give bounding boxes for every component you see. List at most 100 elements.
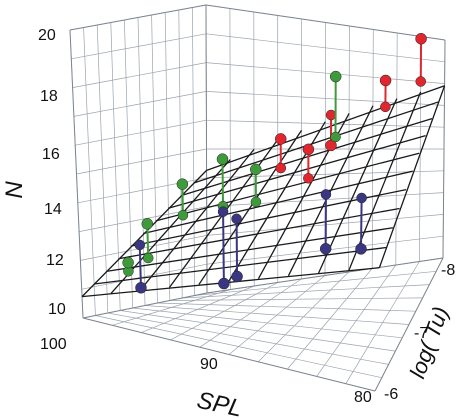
data-point (231, 270, 243, 283)
data-point (216, 153, 229, 165)
z-axis-label: N (1, 181, 28, 199)
plane-gridline (168, 135, 426, 209)
data-point (122, 256, 134, 269)
left-wall-gridline (72, 62, 207, 88)
plane-gridline (378, 85, 446, 268)
y-tick-label: -7 (414, 325, 428, 342)
x-tick-label: 80 (354, 389, 372, 406)
y-axis-label: log( Tu) (405, 303, 454, 381)
residual-stem (138, 244, 142, 288)
residual-stem (222, 211, 225, 284)
frame-edge (442, 39, 446, 259)
data-point (250, 163, 262, 176)
fit-point (303, 173, 314, 184)
data-point (274, 133, 287, 145)
floor-gridline (169, 297, 423, 301)
chart-walls (69, 4, 446, 392)
x-tick-label: 100 (40, 336, 67, 353)
frame-edge (205, 4, 208, 294)
plane-gridline (118, 207, 400, 260)
fit-point (231, 213, 242, 225)
z-tick-label: 16 (42, 146, 60, 163)
fit-point (177, 209, 189, 221)
floor-gridline (316, 264, 397, 377)
back-wall-gridline (395, 32, 398, 266)
x-axis-label: SPL (195, 387, 245, 418)
z-tick-label: 12 (46, 252, 64, 269)
x-tick-label: 90 (200, 356, 218, 373)
left-wall-gridline (151, 14, 158, 304)
x-axis-ticks: 100 90 80 (40, 336, 372, 406)
z-tick-label: 18 (40, 88, 58, 105)
data-point (176, 178, 189, 190)
fit-point (320, 189, 332, 200)
fitted-plane (81, 85, 446, 298)
plane-gridline (81, 267, 380, 298)
left-wall-gridline (76, 148, 207, 175)
fit-point (415, 76, 427, 87)
fit-point (275, 162, 287, 174)
y-tick-label: -6 (384, 386, 398, 403)
left-wall-gridline (164, 12, 171, 301)
back-wall-gridline (206, 33, 445, 63)
back-wall-gridline (206, 62, 445, 84)
residual-stem (221, 159, 225, 207)
frame-edge (205, 4, 446, 41)
floor-gridline (182, 284, 430, 299)
plane-gridline (198, 130, 303, 285)
left-wall-gridline (71, 33, 207, 60)
left-wall-gridline (73, 91, 207, 117)
fit-point (330, 131, 341, 143)
data-point (379, 74, 392, 87)
plane-gridline (143, 170, 413, 235)
plane-gridline (94, 246, 387, 285)
back-wall-gridline (348, 25, 350, 273)
z-tick-label: 10 (48, 301, 66, 318)
floor-gridline (257, 271, 349, 363)
left-wall-gridline (178, 9, 183, 299)
frame-edge (69, 29, 84, 319)
frame-edge (206, 257, 444, 294)
plane-gridline (193, 101, 439, 184)
residual-stem (359, 197, 363, 249)
back-wall-gridline (371, 29, 374, 269)
residual-stem (235, 218, 239, 277)
floor-gridline (194, 270, 437, 296)
floor-gridline (228, 275, 326, 355)
data-point (302, 143, 315, 156)
plane-gridline (317, 98, 398, 274)
data-point (325, 139, 337, 152)
fit-point (142, 252, 154, 264)
left-wall-gridline (192, 7, 195, 296)
frame-edge (69, 4, 207, 31)
plane-gridline (106, 227, 393, 273)
z-tick-label: 20 (38, 27, 56, 44)
z-axis-ticks: 20 18 16 14 12 10 (38, 27, 66, 318)
plane-gridline (155, 152, 420, 222)
z-tick-label: 14 (44, 201, 62, 218)
fit-point (356, 192, 367, 204)
frame-edge (374, 257, 444, 392)
plane-gridline (287, 105, 374, 277)
floor-gridline (157, 302, 416, 312)
floor-gridline (287, 268, 373, 370)
fit-point (380, 101, 391, 113)
left-wall-gridline (75, 119, 207, 146)
fit-point (250, 196, 262, 208)
y-tick-label: -8 (441, 262, 455, 279)
back-wall-gridline (206, 119, 445, 128)
data-point (141, 218, 154, 230)
data-point (329, 70, 342, 83)
frame-edge (82, 317, 376, 392)
floor-gridline (345, 261, 420, 384)
data-point (319, 243, 332, 255)
y-axis-ticks: -6 -7 -8 (384, 262, 455, 403)
data-point (218, 277, 230, 290)
plane-gridline (206, 85, 445, 171)
data-point (415, 33, 427, 45)
data-points (122, 33, 427, 294)
frame-edge (82, 292, 208, 319)
back-wall-gridline (206, 91, 445, 106)
fit-point (134, 239, 145, 251)
